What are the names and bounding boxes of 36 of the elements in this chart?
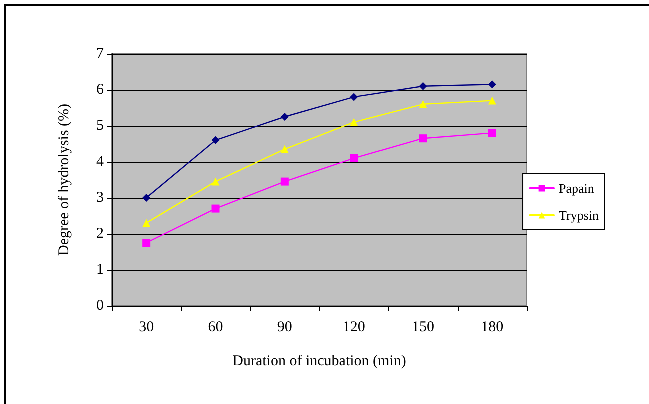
- y-tick-label: 1: [96, 262, 104, 278]
- point: [280, 145, 289, 154]
- y-tick-label: 0: [96, 298, 104, 314]
- point: [212, 204, 220, 213]
- y-tick-label: 6: [96, 82, 104, 98]
- point: [142, 239, 151, 247]
- y-tick-label: 3: [96, 190, 104, 206]
- point: [488, 80, 496, 89]
- x-tick-label: 180: [481, 320, 504, 336]
- point: [419, 100, 428, 108]
- point: [280, 178, 289, 186]
- y-axis-title: Degree of hydrolysis (%): [56, 104, 72, 256]
- point: [142, 194, 151, 202]
- point: [488, 129, 496, 138]
- y-tick-label: 5: [96, 118, 104, 134]
- point: [350, 118, 358, 126]
- x-axis-title: Duration of incubation (min): [232, 354, 406, 370]
- x-tick-label: 120: [342, 320, 366, 336]
- x-tick-label: 30: [139, 320, 154, 336]
- x-tick-label: 90: [277, 320, 292, 336]
- point: [350, 93, 358, 102]
- point: [419, 82, 428, 90]
- point: [350, 154, 358, 162]
- point: [419, 134, 428, 143]
- y-tick-label: 4: [96, 154, 104, 170]
- legend-label: Trypsin: [559, 208, 600, 223]
- point: [280, 113, 289, 121]
- point: [212, 136, 220, 144]
- x-tick-label: 60: [208, 320, 224, 336]
- y-tick-label: 2: [96, 226, 104, 242]
- point: [488, 96, 496, 105]
- x-tick-label: 150: [412, 320, 434, 336]
- legend-label: Papain: [559, 181, 595, 196]
- point: [212, 178, 220, 186]
- point: [142, 219, 151, 228]
- y-tick-label: 7: [96, 46, 104, 62]
